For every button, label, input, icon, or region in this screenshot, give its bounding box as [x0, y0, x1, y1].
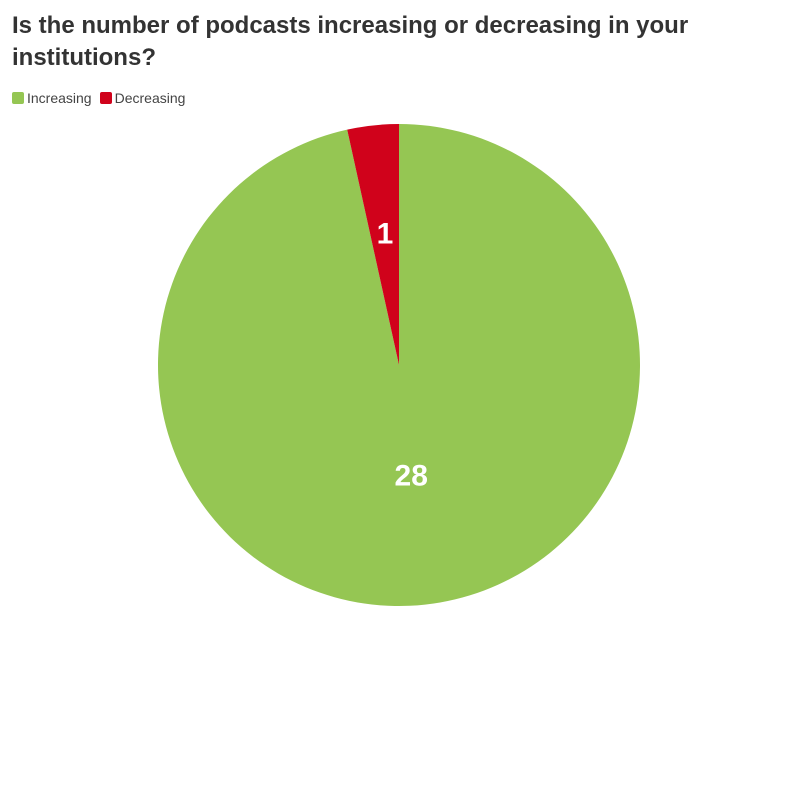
pie-slice-increasing[interactable] — [158, 124, 640, 607]
data-label-increasing: 28 — [395, 460, 428, 493]
legend-label-decreasing: Decreasing — [114, 90, 186, 106]
pie-slice-decreasing[interactable] — [347, 124, 399, 365]
legend-item-decreasing[interactable]: Decreasing — [99, 90, 186, 106]
chart-title: Is the number of podcasts increasing or … — [12, 12, 689, 71]
pie-slices — [158, 124, 640, 607]
legend-label-increasing: Increasing — [27, 90, 92, 106]
pie-data-labels: 28 1 — [377, 218, 428, 493]
legend: Increasing Decreasing — [12, 90, 193, 106]
legend-item-increasing[interactable]: Increasing — [12, 90, 92, 106]
legend-swatch-increasing — [12, 92, 24, 104]
legend-swatch-decreasing — [99, 92, 112, 104]
data-label-decreasing: 1 — [377, 218, 394, 251]
